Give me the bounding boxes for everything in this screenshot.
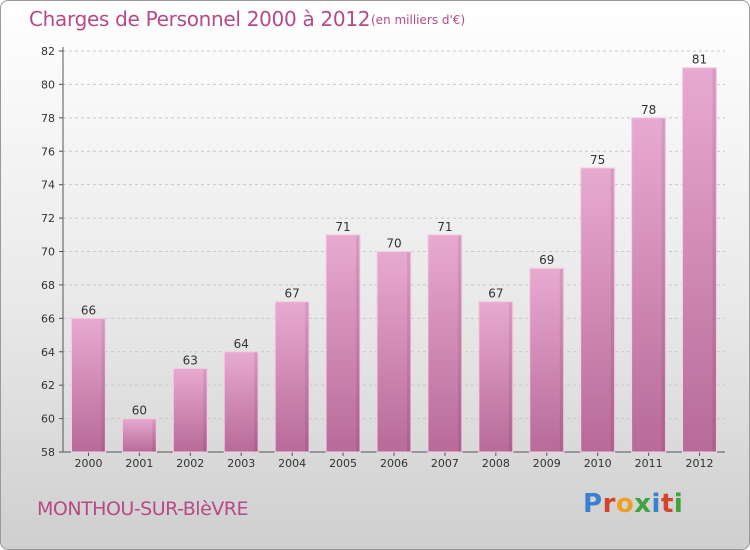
logo-letter: o (615, 489, 635, 519)
logo-letter: P (583, 489, 603, 519)
y-tick-label: 58 (41, 446, 55, 459)
bar-value-label: 81 (692, 53, 707, 67)
bar-value-label: 63 (183, 353, 198, 367)
y-tick-label: 78 (41, 112, 55, 125)
x-tick-label: 2008 (482, 457, 510, 470)
bar-2005 (325, 234, 361, 453)
bar-shade (356, 235, 360, 452)
bar-shade (305, 302, 309, 452)
bar-value-label: 67 (285, 287, 300, 301)
y-tick-label: 82 (41, 45, 55, 58)
bar-2008 (478, 301, 514, 453)
bar-2001 (121, 418, 157, 453)
proxiti-logo[interactable]: Proxiti (583, 489, 683, 519)
bar-shade (610, 168, 614, 453)
bar-2004 (274, 301, 310, 453)
bar-2011 (631, 117, 667, 453)
bar-2002 (172, 367, 208, 453)
bar-2003 (223, 351, 259, 453)
logo-letter: t (660, 489, 674, 519)
x-tick-label: 2004 (278, 457, 306, 470)
y-tick-label: 74 (41, 179, 55, 192)
y-tick-label: 76 (41, 145, 55, 158)
bar-2000 (70, 317, 106, 453)
x-tick-label: 2006 (380, 457, 408, 470)
bar-shade (559, 269, 563, 452)
y-tick-label: 62 (41, 379, 55, 392)
bar-shade (101, 319, 105, 452)
x-tick-label: 2007 (431, 457, 459, 470)
x-tick-label: 2011 (635, 457, 663, 470)
x-tick-label: 2005 (329, 457, 357, 470)
x-tick-label: 2002 (176, 457, 204, 470)
y-tick-label: 72 (41, 212, 55, 225)
bar-shade (407, 252, 410, 452)
bar-value-label: 78 (641, 103, 656, 117)
labels: 58 60 62 64 66 68 70 72 74 76 78 80 82 66 2000 60 2001 63… (41, 45, 714, 470)
bars (70, 67, 718, 453)
bar-2009 (529, 267, 565, 453)
bar-2010 (580, 167, 616, 453)
y-tick-label: 66 (41, 312, 55, 325)
x-tick-label: 2001 (125, 457, 153, 470)
location-name: MONTHOU-SUR-BlèVRE (37, 498, 248, 520)
logo-letter: r (602, 489, 616, 519)
y-tick-label: 70 (41, 246, 55, 259)
bar-2007 (427, 234, 463, 453)
bar-shade (203, 369, 207, 452)
chart-subtitle: (en milliers d'€) (371, 13, 466, 27)
x-tick-label: 2009 (533, 457, 561, 470)
logo-letter: i (651, 489, 661, 519)
bar-value-label: 70 (386, 237, 401, 251)
logo-letter: x (634, 489, 652, 519)
y-tick-label: 64 (41, 346, 55, 359)
bar-shade (152, 419, 156, 452)
bar-value-label: 75 (590, 153, 605, 167)
y-tick-label: 60 (41, 413, 55, 426)
y-tick-label: 80 (41, 78, 55, 91)
bar-value-label: 64 (234, 337, 249, 351)
bar-shade (712, 68, 716, 452)
bar-value-label: 71 (437, 220, 452, 234)
bar-value-label: 71 (335, 220, 350, 234)
bar-value-label: 66 (81, 303, 96, 317)
bar-value-label: 67 (488, 287, 503, 301)
bar-shade (254, 352, 258, 452)
bar-shade (457, 235, 461, 452)
x-tick-label: 2003 (227, 457, 255, 470)
bar-shade (508, 302, 512, 452)
bar-value-label: 69 (539, 253, 554, 267)
x-tick-label: 2010 (584, 457, 612, 470)
bar-2006 (376, 251, 412, 453)
bar-value-label: 60 (132, 404, 147, 418)
bar-shade (661, 118, 665, 452)
x-tick-label: 2012 (686, 457, 714, 470)
chart-title: Charges de Personnel 2000 à 2012 (29, 7, 371, 31)
logo-letter: i (673, 489, 684, 519)
y-tick-label: 68 (41, 279, 55, 292)
x-tick-label: 2000 (74, 457, 102, 470)
bar-2012 (682, 67, 718, 453)
